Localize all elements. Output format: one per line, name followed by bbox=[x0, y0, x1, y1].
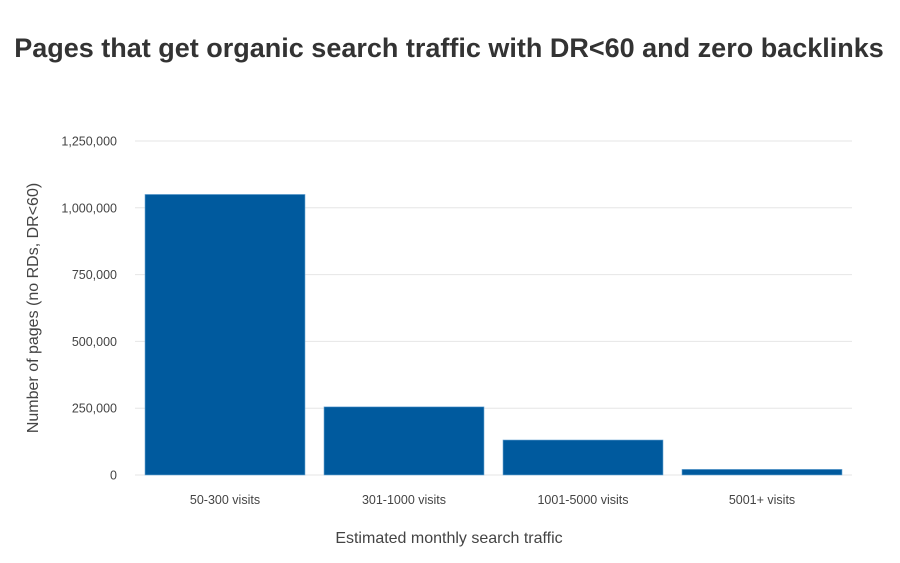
y-tick-label: 750,000 bbox=[72, 268, 117, 282]
y-tick-label: 250,000 bbox=[72, 402, 117, 416]
y-axis-label: Number of pages (no RDs, DR<60) bbox=[25, 183, 42, 433]
x-tick-label: 1001-5000 visits bbox=[537, 493, 628, 507]
y-tick-label: 500,000 bbox=[72, 335, 117, 349]
y-tick-label: 1,000,000 bbox=[61, 201, 117, 215]
x-axis-label: Estimated monthly search traffic bbox=[335, 530, 562, 547]
y-tick-label: 0 bbox=[110, 469, 117, 483]
x-tick-label: 50-300 visits bbox=[190, 493, 260, 507]
y-axis-ticks: 0 250,000 500,000 750,000 1,000,000 1,250,000 bbox=[61, 135, 117, 483]
x-axis-ticks: 50-300 visits 301-1000 visits 1001-5000 vi… bbox=[190, 493, 795, 507]
x-tick-label: 5001+ visits bbox=[729, 493, 795, 507]
x-tick-label: 301-1000 visits bbox=[362, 493, 446, 507]
bars bbox=[144, 194, 843, 476]
y-tick-label: 1,250,000 bbox=[61, 135, 117, 149]
bar bbox=[681, 469, 843, 476]
bar bbox=[144, 194, 306, 476]
chart-title: Pages that get organic search traffic wi… bbox=[14, 33, 884, 63]
bar bbox=[323, 406, 485, 476]
bar bbox=[502, 439, 664, 476]
